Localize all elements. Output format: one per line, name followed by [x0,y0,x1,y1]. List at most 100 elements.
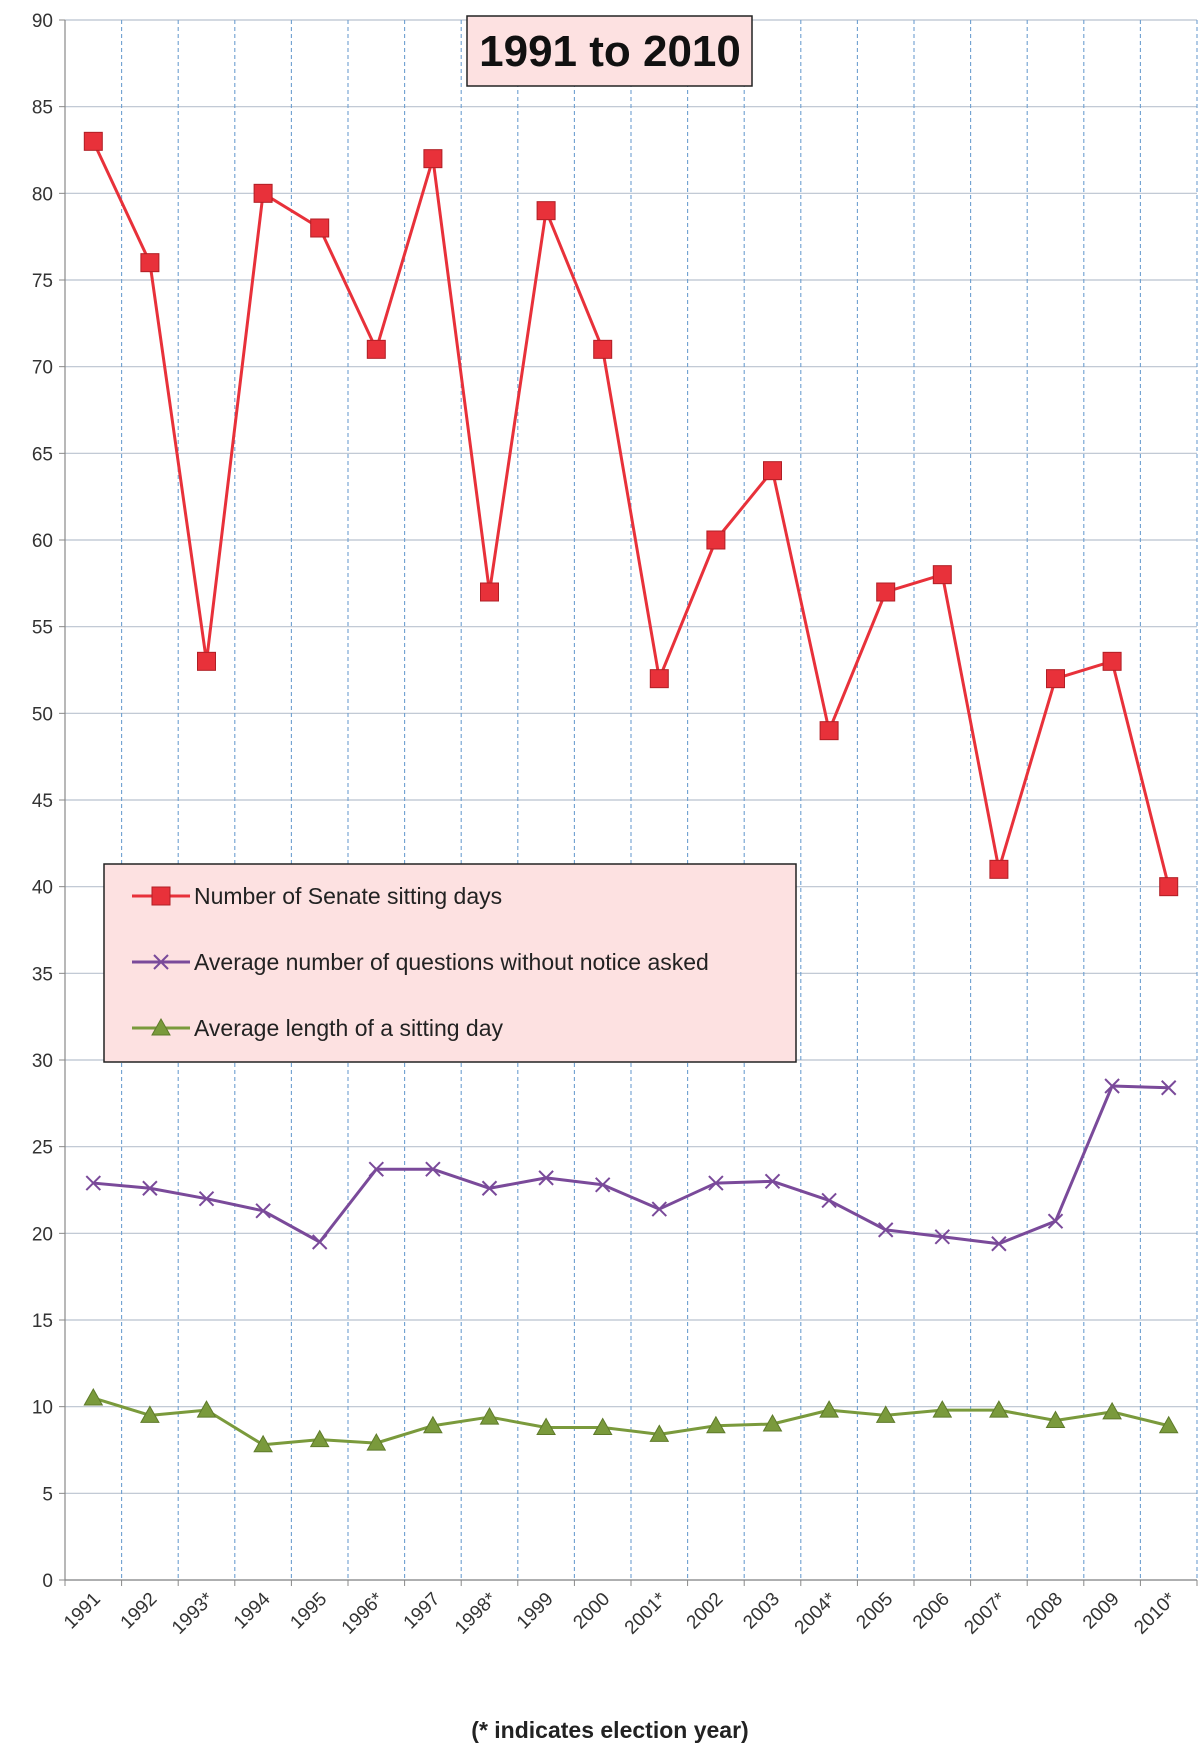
series-line [93,1084,1169,1246]
data-point [83,1387,104,1406]
legend-entry: Average number of questions without noti… [132,949,709,975]
vertical-gridlines [121,20,1198,1580]
data-point [592,1417,613,1435]
data-point [480,582,499,602]
series-line [92,1396,1170,1447]
chart-title-background [466,15,753,87]
data-point [763,461,782,481]
y-tick-label: 55 [32,618,53,639]
y-tick-label: 75 [32,271,53,292]
data-point [706,530,726,550]
data-point [594,1177,611,1193]
data-point [196,1400,217,1418]
y-tick-label: 50 [32,704,53,725]
chart-title-box: 1991 to 2010 [466,15,753,87]
y-tick-label: 0 [42,1571,53,1592]
data-point [708,1175,724,1191]
data-point [1102,651,1122,671]
data-point [821,1192,837,1209]
data-point [876,582,896,602]
data-point [85,1175,102,1191]
data-point [1160,1080,1177,1096]
y-tick-label: 90 [32,11,53,32]
data-point [368,1161,385,1177]
legend-entry: Number of Senate sitting days [132,883,502,909]
series-2 [85,1078,1177,1252]
data-point [425,1161,441,1177]
y-tick-label: 65 [32,444,53,465]
data-point [651,1201,668,1217]
y-tick-label: 20 [32,1224,53,1245]
legend-label: Number of Senate sitting days [194,883,502,909]
data-point [1047,1213,1064,1229]
series-layer [83,131,1179,1453]
data-point [875,1405,896,1423]
data-point [1102,1401,1122,1420]
data-point [309,1429,330,1448]
data-point [140,253,160,273]
legend-swatch-marker [151,1017,171,1036]
data-point [1046,669,1065,689]
legend-box [103,863,797,1063]
data-point [934,1229,951,1245]
data-point [649,1424,670,1442]
data-point [764,1173,781,1190]
data-point [423,149,443,169]
data-point [1045,1410,1066,1429]
data-point [819,721,839,741]
data-point [197,651,216,671]
data-point [83,131,103,151]
data-point [423,1415,443,1434]
data-point [253,1434,273,1453]
data-point [366,1433,387,1451]
series-1 [83,131,1179,897]
data-point [1158,1415,1179,1434]
legend-label: Average length of a sitting day [194,1015,504,1041]
y-tick-label: 15 [32,1311,53,1332]
election-year-footnote: (* indicates election year) [471,1717,748,1743]
y-tick-label: 60 [32,531,53,552]
data-point [481,1180,498,1196]
data-point [877,1222,894,1238]
data-point [989,859,1009,879]
data-point [649,669,669,689]
y-tick-labels: 0 5 10 15 20 25 30 35 40 45 50 55 60 65 70 75 80 85 90 [32,11,53,1592]
data-point [706,1415,726,1434]
chart-title: 1991 to 2010 [479,27,741,76]
data-point [198,1190,215,1207]
legend-swatch-marker [151,886,171,906]
y-tick-label: 30 [32,1051,53,1072]
data-point [536,1417,556,1435]
legend-label: Average number of questions without noti… [194,949,709,975]
data-point [255,1203,271,1219]
series-3 [83,1387,1179,1453]
data-point [311,1234,328,1250]
legend-swatch-marker [153,954,169,970]
data-point [1104,1078,1120,1094]
y-tick-label: 70 [32,358,53,379]
data-point [142,1180,158,1196]
y-tick-label: 5 [42,1484,53,1505]
data-point [932,1400,953,1418]
data-point [253,183,273,203]
data-point [310,218,330,238]
data-point [1159,877,1179,897]
data-point [991,1236,1007,1252]
data-point [479,1407,500,1425]
legend: Number of Senate sitting days Average num… [103,863,797,1063]
legend-entry: Average length of a sitting day [132,1015,504,1041]
y-tick-label: 25 [32,1138,53,1159]
y-tick-label: 80 [32,184,53,205]
data-point [989,1400,1009,1418]
data-point [819,1400,839,1418]
y-tick-label: 40 [32,878,53,899]
data-point [140,1405,160,1423]
data-point [593,339,613,359]
data-point [932,565,952,585]
data-point [536,201,556,221]
y-tick-label: 45 [32,791,53,812]
y-tick-label: 35 [32,964,53,985]
y-tick-label: 10 [32,1398,53,1419]
data-point [366,339,386,359]
